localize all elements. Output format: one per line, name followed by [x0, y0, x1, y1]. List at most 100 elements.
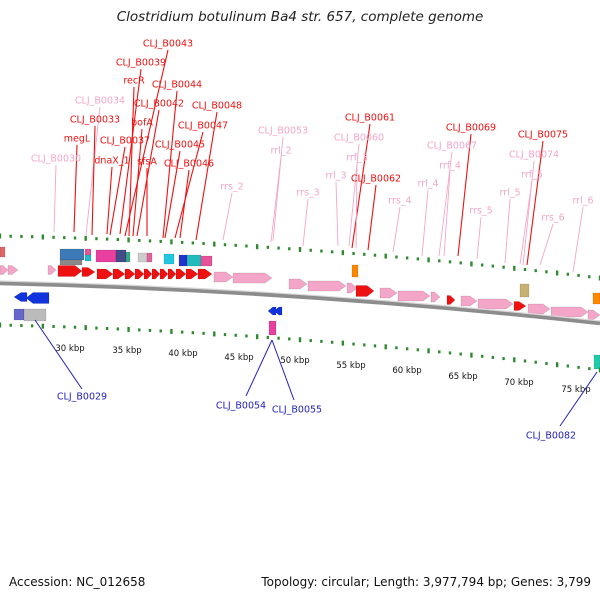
inner-tick-dot — [373, 344, 377, 348]
outer-tick-dot — [0, 233, 2, 239]
connector-clj-b0061 — [351, 123, 371, 249]
outer-tick-dot — [384, 253, 387, 259]
outer-tick-dot — [523, 267, 527, 271]
forward-strand-features — [0, 246, 600, 321]
inner-tick-dot — [598, 367, 600, 373]
inner-tick-dot — [0, 322, 2, 328]
inner-tick-dot — [288, 337, 291, 341]
outer-tick-dot — [373, 253, 377, 257]
feature-box — [200, 255, 213, 267]
rna-feature-arrow — [477, 298, 514, 310]
outer-tick-dot — [480, 263, 484, 267]
inner-tick-dot — [309, 339, 312, 343]
gene-label-clj-b0067: CLJ_B0067 — [427, 141, 477, 152]
feature-box — [268, 320, 277, 336]
cds-feature-arrow — [513, 301, 527, 311]
inner-tick-dot — [41, 323, 45, 329]
rna-feature-arrow — [0, 265, 9, 275]
gene-label-clj-b0074: CLJ_B0074 — [509, 150, 559, 161]
cds-feature-arrow — [151, 268, 161, 280]
connector-rrs-6 — [539, 223, 554, 266]
callout-line-clj-b0055 — [271, 339, 295, 401]
inner-tick-dot — [30, 324, 34, 328]
outer-tick-dot — [309, 248, 312, 252]
outer-tick-dot — [598, 275, 600, 281]
tick-label-40kbp: 40 kbp — [168, 349, 197, 359]
gene-label-clj-b0053: CLJ_B0053 — [258, 126, 308, 137]
outer-tick-dot — [555, 270, 559, 276]
inner-tick-dot — [513, 357, 516, 363]
inner-tick-dots — [0, 322, 600, 373]
connector-rrl-3 — [335, 181, 339, 247]
inner-tick-dot — [138, 328, 141, 332]
gene-label-clj-b0060: CLJ_B0060 — [334, 133, 384, 144]
inner-tick-dot — [9, 323, 12, 327]
feature-box — [13, 308, 25, 321]
backbone-highlight — [0, 280, 600, 322]
map-title: Clostridium botulinum Ba4 str. 657, comp… — [116, 9, 484, 25]
connector-clj-b0033 — [91, 125, 96, 236]
cds-feature-arrow — [185, 268, 199, 280]
feature-box — [186, 254, 202, 267]
rna-feature-arrow — [527, 303, 551, 315]
inner-tick-dot — [555, 362, 559, 368]
inner-tick-dot — [223, 333, 227, 337]
inner-tick-dot — [566, 364, 570, 368]
gene-label-clj-b0061: CLJ_B0061 — [345, 113, 395, 124]
rna-feature-arrow — [47, 265, 57, 275]
callout-labels: CLJ_B0029 CLJ_B0054 CLJ_B0055 CLJ_B0082 — [34, 319, 598, 442]
inner-tick-dot — [448, 351, 452, 355]
inner-tick-dot — [52, 324, 55, 328]
gene-label-clj-b0037: CLJ_B0037 — [100, 136, 150, 147]
outer-tick-dot — [545, 270, 548, 274]
outer-tick-dot — [255, 244, 259, 250]
outer-tick-dot — [245, 244, 248, 248]
inner-tick-dot — [491, 355, 495, 359]
tick-label-30kbp: 30 kbp — [55, 344, 84, 354]
feature-box — [84, 248, 92, 256]
kbp-tick-labels: 30 kbp 35 kbp 40 kbp 45 kbp 50 kbp 55 kbp 60 k… — [55, 344, 590, 395]
outer-tick-dot — [491, 264, 495, 268]
outer-tick-dot — [159, 239, 162, 243]
inner-tick-dot — [266, 335, 270, 339]
inner-tick-dot — [148, 328, 152, 332]
rna-feature-arrow — [307, 280, 347, 292]
genome-backbone — [0, 280, 600, 326]
outer-tick-dot — [588, 275, 591, 279]
gene-label-rrf-4: rrf_4 — [439, 161, 461, 172]
outer-tick-dot — [502, 265, 505, 269]
connector-clj-b0046 — [179, 169, 190, 239]
outer-tick-dot — [416, 257, 420, 261]
inner-tick-dot — [202, 331, 205, 335]
gene-label-clj-b0046: CLJ_B0046 — [164, 159, 214, 170]
feature-box — [84, 254, 92, 262]
inner-tick-dot — [277, 336, 280, 340]
outer-tick-dots — [0, 233, 600, 281]
connector-clj-b0030 — [53, 164, 57, 233]
feature-box — [23, 308, 47, 322]
outer-tick-dot — [459, 261, 462, 265]
outer-tick-dot — [352, 251, 355, 255]
inner-tick-dot — [73, 325, 77, 329]
gene-label-clj-b0033: CLJ_B0033 — [70, 115, 120, 126]
reverse-feature-arrow — [13, 292, 28, 302]
inner-tick-dot — [127, 326, 130, 332]
inner-tick-dot — [330, 340, 334, 344]
connector-rrf-5 — [519, 180, 533, 265]
gene-labels: CLJ_B0043 CLJ_B0039 recR CLJ_B0044 CLJ_B0034… — [31, 39, 594, 224]
inner-tick-dot — [191, 331, 195, 335]
feature-box — [351, 264, 359, 278]
gene-label-rrs-6: rrs_6 — [541, 213, 564, 224]
outer-tick-dot — [180, 240, 184, 244]
tick-label-65kbp: 65 kbp — [448, 372, 477, 382]
inner-tick-dot — [180, 330, 184, 334]
feature-box — [146, 252, 153, 263]
cds-feature-arrow — [197, 268, 213, 280]
connector-clj-b0045 — [164, 150, 181, 239]
feature-box — [59, 259, 83, 266]
inner-tick-dot — [395, 346, 398, 350]
inner-tick-dot — [63, 325, 66, 329]
outer-tick-dot — [566, 272, 570, 276]
connector-rrf-3 — [355, 163, 358, 249]
tick-label-35kbp: 35 kbp — [112, 346, 141, 356]
